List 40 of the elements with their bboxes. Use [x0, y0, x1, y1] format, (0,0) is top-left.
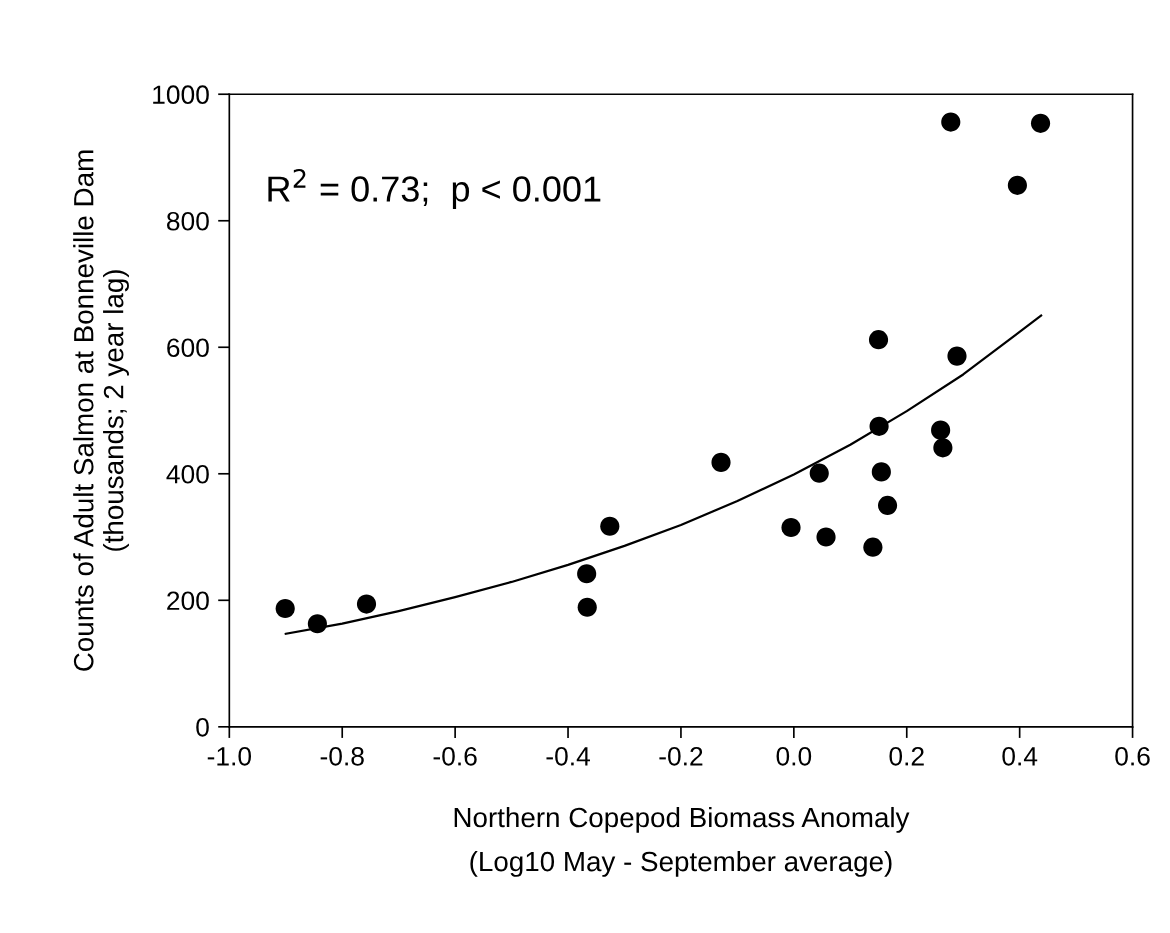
x-tick-label: 0.2: [889, 746, 924, 766]
point: [809, 463, 829, 483]
x-tick-label: 0.0: [776, 746, 812, 766]
x-tick-label: -0.2: [659, 746, 703, 766]
point: [871, 462, 891, 482]
x-tick-label: -0.6: [433, 746, 477, 766]
y-axis-title: Counts of Adult Salmon at Bonneville Dam (thousands; 2 year lag): [73, 150, 129, 671]
y-tick-label: 0: [196, 717, 209, 737]
point: [711, 452, 731, 472]
point: [947, 346, 967, 366]
point: [356, 594, 377, 614]
point: [868, 330, 889, 350]
point: [1007, 175, 1027, 195]
x-tick-label: -0.4: [546, 746, 590, 766]
point: [931, 420, 951, 440]
point: [816, 527, 836, 547]
x-tick-label: -0.8: [320, 746, 364, 766]
x-tick-label: 0.4: [1002, 746, 1038, 766]
y-tick-label: 600: [167, 338, 209, 358]
point: [577, 597, 597, 617]
point: [577, 564, 597, 584]
annotation: R$^{2}$ = 0.73; p < 0.001: [268, 168, 601, 209]
point: [941, 112, 961, 132]
x-tick-label: 0.6: [1115, 746, 1150, 766]
point: [275, 598, 295, 619]
point: [863, 537, 883, 557]
point: [933, 438, 953, 458]
line-series: [284, 314, 1043, 635]
point: [781, 517, 801, 538]
x-axis-title: Northern Copepod Biomass Anomaly (Log10 May - September average): [454, 806, 910, 877]
point: [869, 416, 889, 436]
point: [877, 495, 898, 515]
point: [600, 516, 620, 536]
x-tick-label: -1.0: [207, 746, 252, 766]
y-tick-label: 200: [167, 591, 209, 611]
y-tick-label: 400: [166, 464, 209, 484]
y-tick-label: 1000: [153, 85, 209, 105]
y-tick-label: 800: [167, 211, 209, 231]
point: [1030, 113, 1051, 133]
point: [307, 614, 327, 634]
